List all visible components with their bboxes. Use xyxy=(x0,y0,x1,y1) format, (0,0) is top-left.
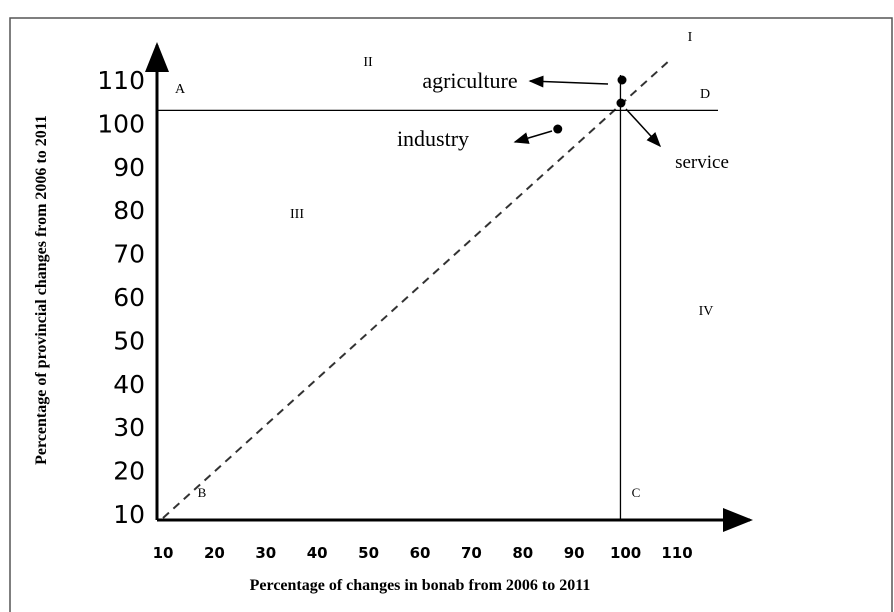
diagonal xyxy=(162,59,671,519)
y-tick-label: 70 xyxy=(113,240,145,269)
annotation: D xyxy=(700,87,710,102)
y-tick-label: 10 xyxy=(113,500,145,529)
y-axis-title: Percentage of provincial changes from 20… xyxy=(33,115,50,465)
y-tick-label: 50 xyxy=(113,326,145,355)
y-tick-label: 60 xyxy=(113,283,145,312)
x-tick-label: 10 xyxy=(153,544,174,562)
point-label: service xyxy=(675,152,729,173)
y-tick-label: 100 xyxy=(97,109,145,138)
annotation: I xyxy=(688,30,693,45)
y-tick-label: 110 xyxy=(97,66,145,95)
point xyxy=(616,98,626,108)
y-tick-label: 40 xyxy=(113,370,145,399)
point xyxy=(553,124,563,134)
annotation: B xyxy=(198,485,207,500)
x-tick-label: 50 xyxy=(358,544,379,562)
arrow xyxy=(513,130,553,144)
x-tick-label: 110 xyxy=(661,544,692,562)
y-tick-label: 90 xyxy=(113,153,145,182)
y-tick-label: 30 xyxy=(113,413,145,442)
x-axis-title: Percentage of changes in bonab from 2006… xyxy=(250,577,591,594)
arrow xyxy=(625,108,662,148)
annotation: IV xyxy=(699,304,714,319)
frame xyxy=(9,17,893,612)
point-label: industry xyxy=(397,126,469,151)
annotation: III xyxy=(290,207,304,222)
y-tick-label: 80 xyxy=(113,196,145,225)
annotation: C xyxy=(632,485,641,500)
x-tick-label: 60 xyxy=(410,544,431,562)
x-tick-label: 90 xyxy=(564,544,585,562)
x-tick-label: 20 xyxy=(204,544,225,562)
x-tick-label: 70 xyxy=(461,544,482,562)
x-tick-label: 80 xyxy=(512,544,533,562)
x-tick-label: 30 xyxy=(255,544,276,562)
x-tick-label: 40 xyxy=(307,544,328,562)
point xyxy=(617,75,627,85)
point-label: agriculture xyxy=(422,68,517,93)
arrow xyxy=(528,75,609,88)
x-tick-label: 100 xyxy=(610,544,641,562)
annotation: II xyxy=(363,55,373,70)
y-tick-label: 20 xyxy=(113,457,145,486)
annotation: A xyxy=(175,82,186,97)
